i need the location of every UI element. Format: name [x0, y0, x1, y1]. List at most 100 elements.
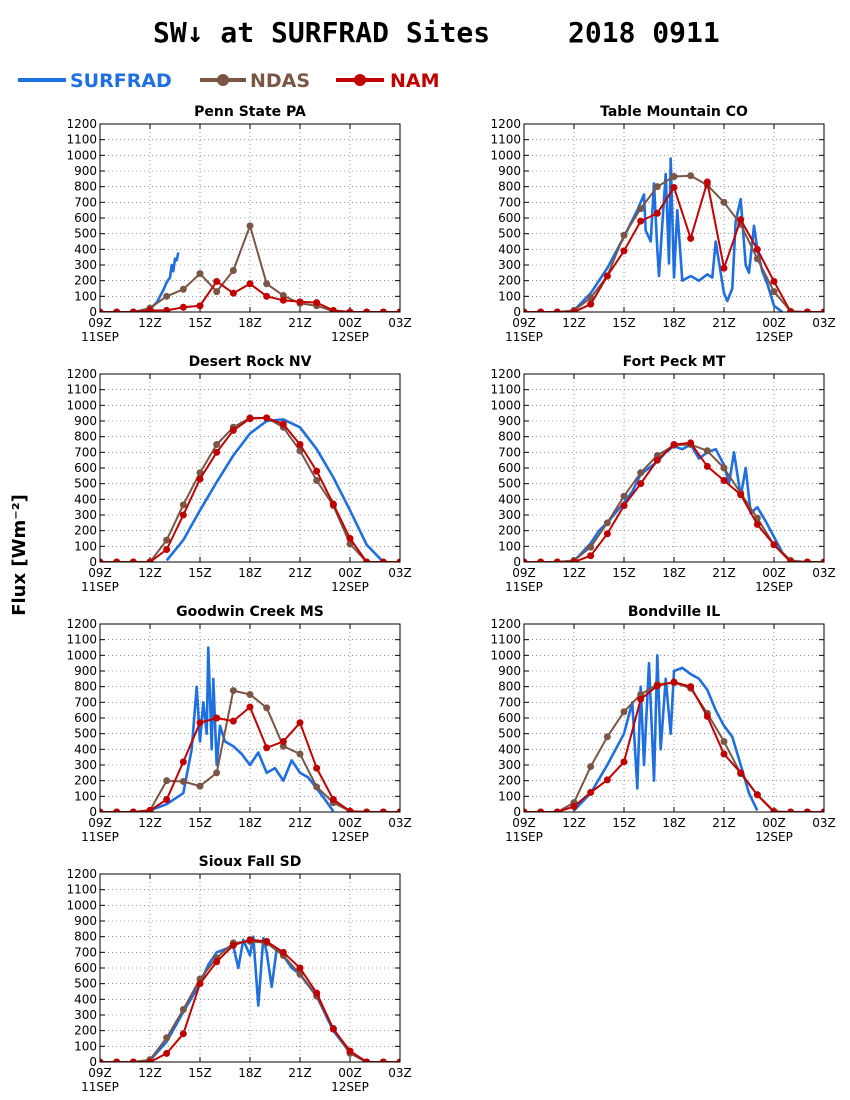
- point-nam: [587, 300, 595, 308]
- x-tick-label: 00Z: [762, 316, 786, 330]
- y-tick-label: 500: [74, 227, 97, 241]
- point-ndas: [653, 183, 661, 191]
- point-nam: [553, 558, 561, 562]
- y-tick-label: 1100: [66, 633, 97, 647]
- x-date-label: 11SEP: [81, 1080, 119, 1094]
- x-tick-label: 12Z: [138, 1066, 162, 1080]
- x-tick-label: 09Z: [512, 316, 536, 330]
- panel-frame: [523, 123, 825, 313]
- point-nam: [570, 803, 578, 811]
- point-nam: [803, 808, 811, 812]
- legend-marker-ndas: [217, 74, 229, 86]
- y-tick-label: 200: [498, 274, 521, 288]
- point-nam: [146, 558, 154, 562]
- x-tick-label: 15Z: [612, 566, 636, 580]
- series-group: [524, 439, 824, 562]
- point-nam: [346, 1047, 354, 1055]
- point-nam: [787, 808, 795, 812]
- point-nam: [379, 558, 387, 562]
- point-nam: [346, 535, 354, 542]
- y-tick-label: 800: [74, 180, 97, 194]
- x-tick-label: 18Z: [662, 816, 686, 830]
- panel-title: Penn State PA: [194, 104, 306, 120]
- point-nam: [637, 480, 645, 488]
- series-line-surfrad: [573, 653, 759, 812]
- point-nam: [687, 234, 695, 242]
- series-line-ndas: [100, 416, 400, 562]
- x-tick-label: 12Z: [562, 566, 586, 580]
- y-tick-label: 500: [74, 477, 97, 491]
- point-nam: [213, 958, 221, 966]
- x-date-label: 12SEP: [755, 580, 793, 594]
- y-tick-label: 300: [498, 508, 521, 522]
- panel-frame: [99, 873, 401, 1063]
- y-tick-label: 1100: [490, 633, 521, 647]
- point-nam: [279, 296, 287, 304]
- point-ndas: [213, 288, 221, 296]
- panel-title: Table Mountain CO: [600, 104, 748, 120]
- point-nam: [379, 308, 387, 312]
- legend-entry-nam: NAM: [336, 70, 440, 92]
- point-nam: [687, 683, 695, 691]
- point-nam: [687, 439, 695, 447]
- series-group: [100, 935, 400, 1062]
- y-tick-label: 1000: [66, 398, 97, 412]
- point-nam: [146, 306, 154, 312]
- point-ndas: [603, 733, 611, 741]
- panel-title: Fort Peck MT: [623, 354, 726, 370]
- point-nam: [379, 808, 387, 812]
- point-nam: [653, 682, 661, 690]
- y-tick-label: 1000: [66, 898, 97, 912]
- point-ndas: [670, 172, 678, 180]
- x-tick-label: 15Z: [188, 1066, 212, 1080]
- point-ndas: [263, 280, 271, 288]
- point-ndas: [620, 708, 628, 716]
- point-nam: [279, 948, 287, 956]
- point-nam: [129, 558, 137, 562]
- y-tick-label: 1100: [66, 383, 97, 397]
- point-ndas: [163, 292, 171, 300]
- point-ndas: [313, 477, 321, 485]
- point-ndas: [620, 231, 628, 239]
- point-nam: [113, 558, 121, 562]
- point-nam: [113, 308, 121, 312]
- x-tick-label: 00Z: [338, 1066, 362, 1080]
- series-group: [100, 222, 400, 312]
- point-nam: [263, 414, 271, 422]
- y-tick-label: 800: [74, 680, 97, 694]
- x-tick-label: 12Z: [138, 566, 162, 580]
- y-tick-label: 100: [498, 289, 521, 303]
- y-tick-label: 200: [498, 774, 521, 788]
- x-tick-label: 15Z: [188, 816, 212, 830]
- point-nam: [524, 808, 528, 812]
- x-date-label: 11SEP: [81, 330, 119, 344]
- point-ndas: [753, 255, 761, 263]
- y-tick-label: 500: [74, 727, 97, 741]
- y-tick-label: 800: [498, 180, 521, 194]
- y-tick-label: 800: [74, 930, 97, 944]
- point-nam: [703, 712, 711, 720]
- y-tick-label: 1200: [490, 117, 521, 131]
- y-tick-label: 300: [498, 258, 521, 272]
- series-line-surfrad: [573, 157, 784, 312]
- point-nam: [587, 552, 595, 560]
- point-nam: [113, 1058, 121, 1062]
- y-tick-label: 1000: [490, 398, 521, 412]
- point-ndas: [246, 222, 254, 230]
- x-tick-label: 21Z: [712, 816, 736, 830]
- x-tick-label: 03Z: [388, 566, 412, 580]
- y-tick-label: 800: [74, 430, 97, 444]
- point-nam: [379, 1058, 387, 1062]
- y-tick-label: 400: [74, 242, 97, 256]
- series-line-ndas: [100, 940, 400, 1062]
- y-tick-label: 1000: [490, 148, 521, 162]
- legend-label-nam: NAM: [390, 70, 440, 92]
- point-nam: [313, 467, 321, 475]
- point-nam: [620, 502, 628, 510]
- y-tick-label: 700: [74, 695, 97, 709]
- legend-entry-surfrad: SURFRAD: [18, 70, 172, 92]
- y-tick-label: 400: [74, 992, 97, 1006]
- point-nam: [313, 989, 321, 997]
